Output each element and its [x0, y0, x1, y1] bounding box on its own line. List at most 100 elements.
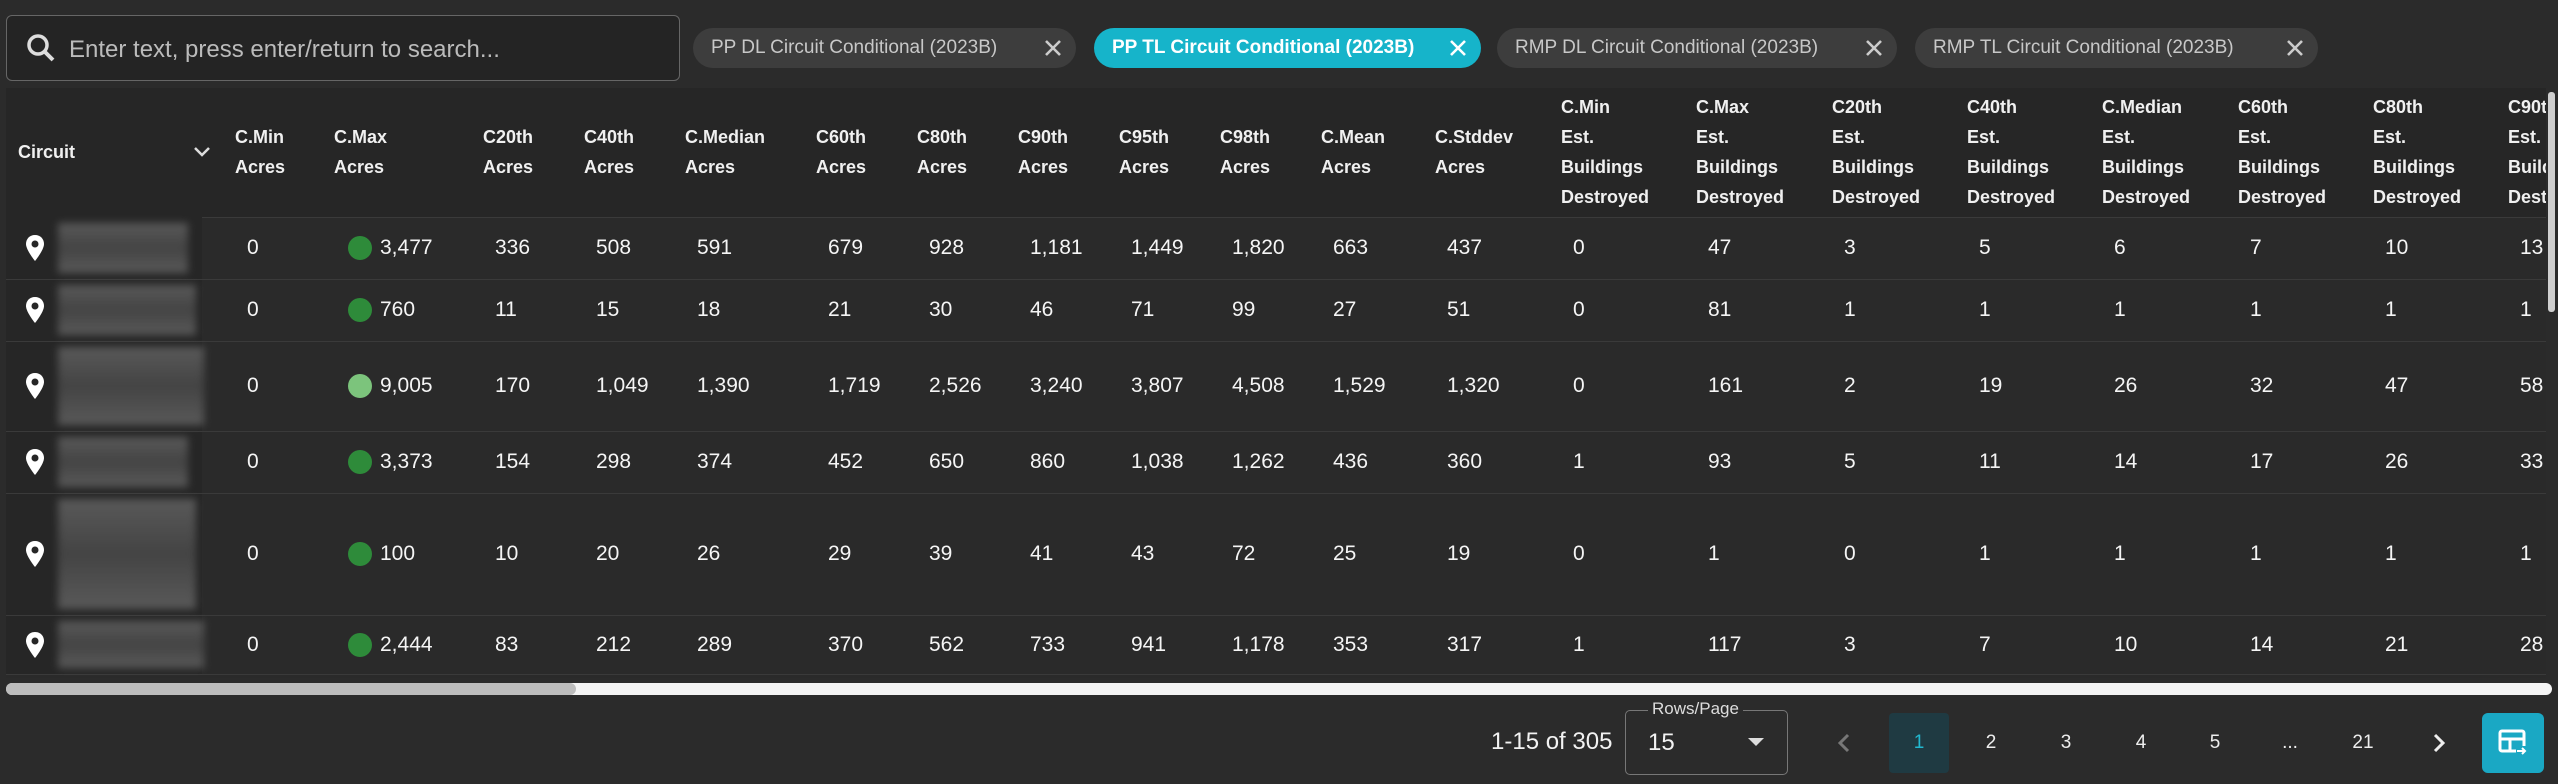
column-header: Acres: [685, 157, 736, 177]
cell-value: 1,049: [596, 374, 649, 397]
column-header: C80th: [2373, 97, 2424, 117]
cell-value: 0: [247, 236, 259, 259]
cell-value: 10: [495, 542, 519, 565]
cell-value: 27: [1333, 298, 1357, 321]
prev-page[interactable]: [1833, 731, 1855, 755]
cell-value: 1,719: [828, 374, 881, 397]
column-header: Circuit: [18, 142, 76, 162]
cell-value: 6: [2114, 236, 2126, 259]
cell-value: 1: [2385, 542, 2397, 565]
column-header: Est.: [1696, 127, 1730, 147]
cell-value: 733: [1030, 632, 1066, 656]
column-header: Acres: [1435, 157, 1486, 177]
column-header: Destroyed: [1967, 187, 2056, 207]
cell-value: 0: [247, 632, 259, 656]
page-button[interactable]: 1: [1889, 713, 1949, 773]
column-header: C95th: [1119, 127, 1170, 147]
column-header: Buildings: [1561, 157, 1643, 177]
location-pin: [26, 373, 44, 399]
cell-value: 5: [1844, 450, 1856, 473]
cell-value: 9,005: [380, 374, 433, 397]
rows-per-page-select[interactable]: Rows/Page 15: [1625, 699, 1788, 775]
cell-value: 437: [1447, 236, 1483, 259]
location-pin: [26, 297, 44, 323]
cell-value: 100: [380, 542, 416, 565]
cell-value: 81: [1708, 298, 1732, 321]
cell-value: 20: [596, 542, 620, 565]
page-button[interactable]: 5: [2209, 732, 2221, 753]
cell-value: 289: [697, 632, 733, 656]
cell-value: 562: [929, 632, 965, 656]
cell-value: 26: [2385, 450, 2409, 473]
cell-value: 2,444: [380, 632, 433, 656]
cell-value: 51: [1447, 298, 1471, 321]
search-icon: [27, 34, 55, 62]
column-header: Acres: [334, 157, 385, 177]
chip-close: [1866, 40, 1882, 56]
horizontal-scroll-thumb[interactable]: [6, 683, 576, 695]
cell-value: 0: [247, 542, 259, 565]
cell-value: 298: [596, 450, 632, 473]
cell-value: 1,529: [1333, 374, 1386, 397]
filter-chip[interactable]: PP DL Circuit Conditional (2023B): [693, 28, 1076, 68]
column-header: C98th: [1220, 127, 1271, 147]
cell-value: 1: [2385, 298, 2397, 321]
page-button[interactable]: ...: [2282, 732, 2298, 753]
location-pin: [26, 541, 44, 567]
cell-value: 0: [247, 298, 259, 321]
column-header: Acres: [483, 157, 534, 177]
cell-value: 1: [2114, 298, 2126, 321]
search-box[interactable]: Enter text, press enter/return to search…: [6, 15, 680, 81]
column-header: C60th: [816, 127, 867, 147]
column-header: Destroyed: [2102, 187, 2191, 207]
filter-chip[interactable]: RMP DL Circuit Conditional (2023B): [1497, 28, 1897, 68]
cell-value: 117: [1708, 632, 1742, 656]
cell-value: 3: [1844, 632, 1856, 656]
chip-close: [1045, 40, 1061, 56]
filter-chip[interactable]: RMP TL Circuit Conditional (2023B): [1915, 28, 2318, 68]
column-header: Destroyed: [2373, 187, 2462, 207]
cell-value: 1: [2520, 298, 2532, 321]
cell-value: 336: [495, 236, 531, 259]
page-button[interactable]: 4: [2135, 732, 2147, 753]
chip-label: RMP TL Circuit Conditional (2023B): [1933, 37, 2234, 58]
cell-value: 374: [697, 450, 733, 473]
cell-value: 0: [1573, 542, 1585, 565]
cell-value: 21: [828, 298, 852, 321]
cell-value: 154: [495, 450, 531, 473]
page-button[interactable]: 2: [1985, 732, 1997, 753]
cell-value: 33: [2520, 450, 2544, 473]
horizontal-scroll-track[interactable]: [6, 683, 2552, 695]
row-divider: [6, 431, 2546, 432]
cell-value: 452: [828, 450, 864, 473]
row-divider: [6, 341, 2546, 342]
filter-chip[interactable]: PP TL Circuit Conditional (2023B): [1094, 28, 1481, 68]
cell-value: 10: [2114, 632, 2138, 656]
header-row: [6, 88, 2546, 218]
column-header: Buildings: [1696, 157, 1778, 177]
column-header: C.Median: [685, 127, 766, 147]
vertical-scrollbar[interactable]: [2548, 92, 2555, 312]
cell-value: 1: [2520, 542, 2532, 565]
cell-value: 18: [697, 298, 721, 321]
column-header: C.Median: [2102, 97, 2183, 117]
cell-value: 1,038: [1131, 450, 1184, 473]
cell-value: 2: [1844, 374, 1856, 397]
column-header: C.Max: [1696, 97, 1750, 117]
column-header: Acres: [1220, 157, 1271, 177]
cell-value: 1,390: [697, 374, 750, 397]
sort-chevron: [194, 147, 210, 157]
cell-value: 650: [929, 450, 965, 473]
page-button[interactable]: 3: [2060, 732, 2072, 753]
column-header: Buildings: [2373, 157, 2455, 177]
column-header: Destroyed: [2238, 187, 2327, 207]
cell-value: 3: [1844, 236, 1856, 259]
page-range: 1-15 of 305: [1491, 728, 1613, 755]
cell-value: 28: [2520, 632, 2544, 656]
column-header: Est.: [2238, 127, 2272, 147]
rows-per-page-label: Rows/Page: [1648, 699, 1743, 719]
table-settings-button[interactable]: [2482, 713, 2544, 773]
page-button[interactable]: 21: [2352, 732, 2374, 753]
next-page[interactable]: [2428, 731, 2450, 755]
cell-value: 5: [1979, 236, 1991, 259]
